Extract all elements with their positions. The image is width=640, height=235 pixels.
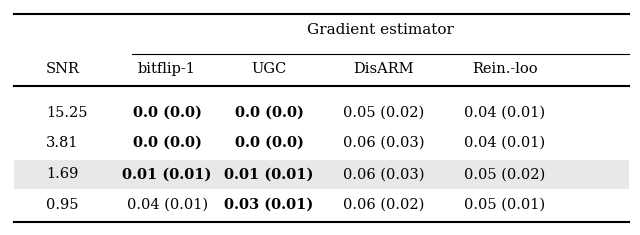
Text: bitflip-1: bitflip-1	[138, 62, 196, 76]
Text: 0.04 (0.01): 0.04 (0.01)	[464, 136, 545, 150]
Text: 0.04 (0.01): 0.04 (0.01)	[464, 106, 545, 120]
Text: 0.05 (0.01): 0.05 (0.01)	[464, 198, 545, 212]
Text: 0.01 (0.01): 0.01 (0.01)	[122, 167, 212, 181]
Text: 3.81: 3.81	[46, 136, 79, 150]
Text: 0.03 (0.01): 0.03 (0.01)	[225, 198, 314, 212]
Text: 0.0 (0.0): 0.0 (0.0)	[132, 136, 202, 150]
Text: 0.06 (0.03): 0.06 (0.03)	[343, 167, 424, 181]
FancyBboxPatch shape	[14, 160, 629, 189]
Text: 0.05 (0.02): 0.05 (0.02)	[464, 167, 545, 181]
Text: 0.04 (0.01): 0.04 (0.01)	[127, 198, 207, 212]
Text: Gradient estimator: Gradient estimator	[307, 24, 454, 37]
Text: 0.05 (0.02): 0.05 (0.02)	[343, 106, 424, 120]
Text: Rein.-loo: Rein.-loo	[472, 62, 538, 76]
Text: 0.95: 0.95	[46, 198, 79, 212]
Text: 0.0 (0.0): 0.0 (0.0)	[235, 106, 303, 120]
Text: SNR: SNR	[46, 62, 80, 76]
Text: 0.01 (0.01): 0.01 (0.01)	[225, 167, 314, 181]
Text: 15.25: 15.25	[46, 106, 88, 120]
Text: DisARM: DisARM	[353, 62, 414, 76]
Text: 0.06 (0.03): 0.06 (0.03)	[343, 136, 424, 150]
Text: 0.0 (0.0): 0.0 (0.0)	[235, 136, 303, 150]
Text: UGC: UGC	[252, 62, 287, 76]
Text: 0.06 (0.02): 0.06 (0.02)	[343, 198, 424, 212]
Text: 0.0 (0.0): 0.0 (0.0)	[132, 106, 202, 120]
Text: 1.69: 1.69	[46, 167, 78, 181]
